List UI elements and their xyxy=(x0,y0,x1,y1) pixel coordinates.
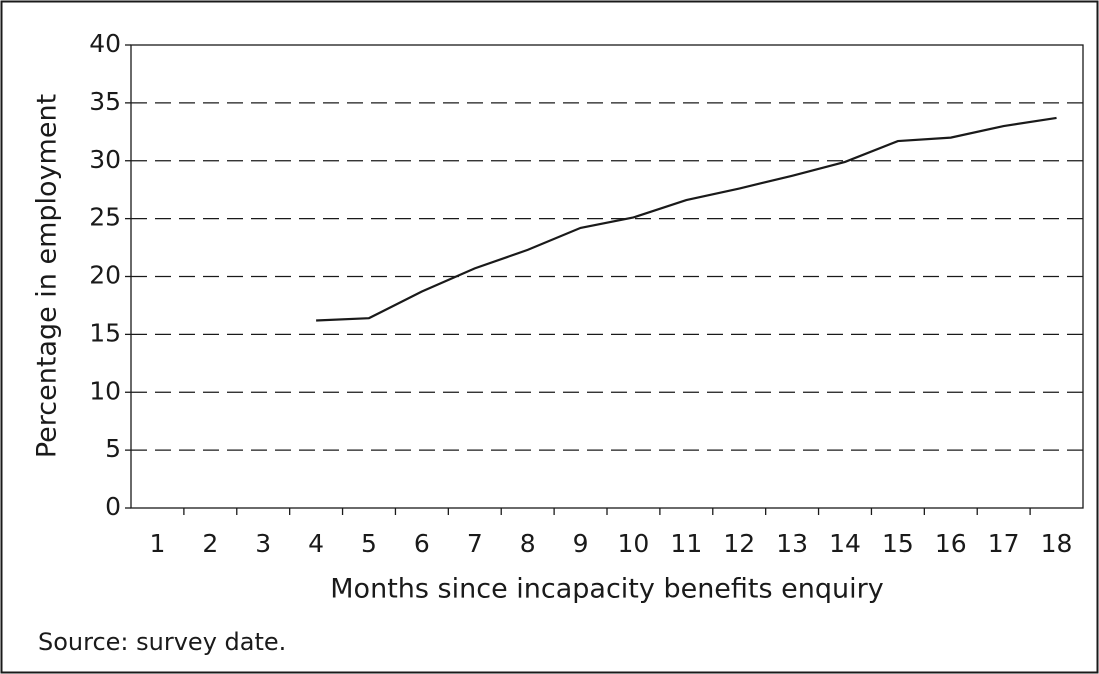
x-tick-label: 9 xyxy=(573,529,589,558)
x-tick-label: 18 xyxy=(1041,529,1073,558)
line-series xyxy=(316,116,1057,322)
y-tick-label: 40 xyxy=(89,29,121,58)
y-axis-label: Percentage in employment xyxy=(32,94,63,458)
y-tick-label: 30 xyxy=(89,145,121,174)
y-tick-label: 20 xyxy=(89,261,121,290)
x-tick-label: 16 xyxy=(935,529,967,558)
x-tick-label: 17 xyxy=(988,529,1020,558)
plot-frame xyxy=(130,44,1084,509)
x-tick-label: 14 xyxy=(829,529,861,558)
x-tick-label: 12 xyxy=(723,529,755,558)
x-tick-label: 11 xyxy=(670,529,702,558)
x-tick-label: 13 xyxy=(776,529,808,558)
x-tick-label: 6 xyxy=(414,529,430,558)
x-axis-label: Months since incapacity benefits enquiry xyxy=(330,574,883,605)
x-tick-label: 5 xyxy=(361,529,377,558)
y-tick-label: 15 xyxy=(89,318,121,347)
y-tick-label: 0 xyxy=(105,492,121,521)
y-tick-label: 10 xyxy=(89,376,121,405)
x-tick-label: 8 xyxy=(520,529,536,558)
x-tick-label: 10 xyxy=(618,529,650,558)
x-tick-label: 1 xyxy=(149,529,165,558)
x-tick-label: 2 xyxy=(202,529,218,558)
y-tick-label: 5 xyxy=(105,434,121,463)
y-tick-label: 35 xyxy=(89,87,121,116)
y-tick-label: 25 xyxy=(89,203,121,232)
source-note: Source: survey date. xyxy=(38,628,286,656)
x-tick-label: 7 xyxy=(467,529,483,558)
x-tick-label: 4 xyxy=(308,529,324,558)
x-tick-label: 3 xyxy=(255,529,271,558)
x-tick-label: 15 xyxy=(882,529,914,558)
